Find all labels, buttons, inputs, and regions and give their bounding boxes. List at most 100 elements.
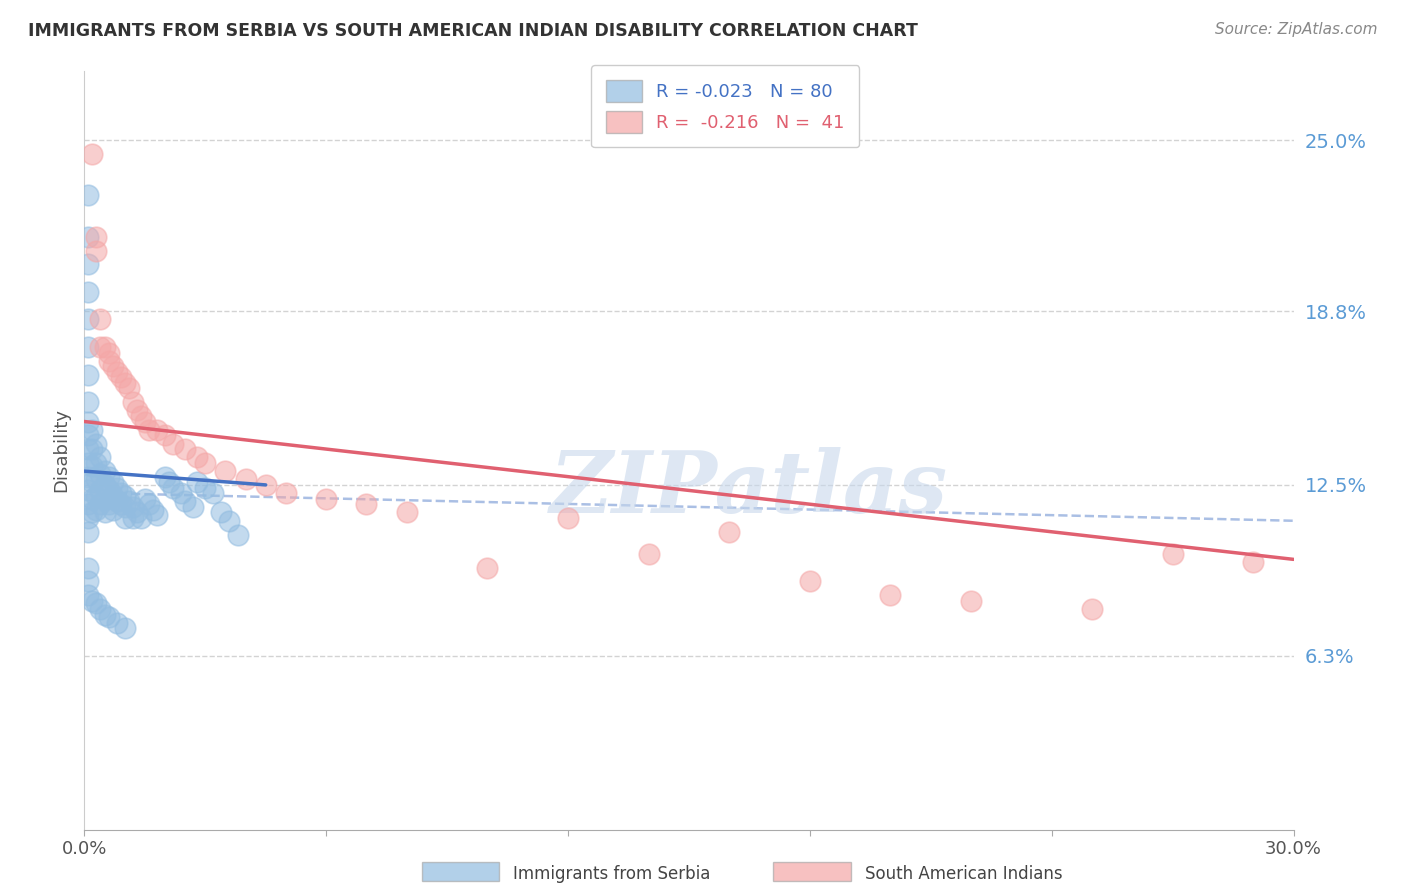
Point [97, 469, 120, 483]
Point [1241, 555, 1264, 569]
Point [93, 607, 115, 622]
Point [77, 415, 100, 429]
Point [114, 489, 136, 503]
Point [202, 486, 225, 500]
Point [77, 395, 100, 409]
Point [138, 497, 160, 511]
Point [129, 409, 152, 423]
Point [77, 312, 100, 326]
Point [82, 147, 104, 161]
Point [477, 560, 499, 574]
Point [77, 428, 100, 442]
Point [105, 494, 128, 508]
Point [110, 497, 132, 511]
Point [82, 442, 104, 456]
Point [82, 506, 104, 520]
Point [226, 527, 249, 541]
Point [174, 442, 197, 456]
Point [110, 370, 132, 384]
Point [129, 511, 152, 525]
Point [194, 456, 217, 470]
Point [86, 489, 108, 503]
Point [153, 469, 176, 483]
Point [194, 481, 217, 495]
Point [235, 472, 257, 486]
Y-axis label: Disability: Disability [52, 409, 70, 492]
Text: Immigrants from Serbia: Immigrants from Serbia [513, 865, 710, 883]
Point [93, 478, 115, 492]
Point [77, 497, 100, 511]
Point [97, 497, 120, 511]
Point [77, 524, 100, 539]
Point [186, 450, 208, 465]
Point [274, 486, 297, 500]
Point [110, 486, 132, 500]
Point [1081, 602, 1104, 616]
Point [97, 610, 120, 624]
Point [105, 365, 128, 379]
Point [82, 491, 104, 506]
Point [121, 395, 143, 409]
Point [114, 621, 136, 635]
Point [77, 257, 100, 271]
Point [121, 511, 143, 525]
Point [77, 285, 100, 299]
Point [162, 481, 184, 495]
Point [114, 511, 136, 525]
Point [146, 423, 169, 437]
Point [879, 588, 901, 602]
Point [218, 514, 240, 528]
Point [77, 560, 100, 574]
Point [89, 602, 111, 616]
Point [86, 229, 108, 244]
Point [181, 500, 204, 514]
Point [214, 464, 236, 478]
Point [557, 511, 579, 525]
Text: South American Indians: South American Indians [865, 865, 1063, 883]
Point [209, 506, 232, 520]
Point [86, 502, 108, 516]
Point [134, 491, 156, 506]
Point [89, 312, 111, 326]
Point [1161, 547, 1184, 561]
Point [114, 500, 136, 514]
Point [162, 436, 184, 450]
Point [186, 475, 208, 490]
Text: ZIPatlas: ZIPatlas [550, 447, 949, 530]
Point [356, 497, 378, 511]
Point [105, 615, 128, 630]
Text: Source: ZipAtlas.com: Source: ZipAtlas.com [1215, 22, 1378, 37]
Point [97, 354, 120, 368]
Point [93, 340, 115, 354]
Point [77, 483, 100, 498]
Point [77, 511, 100, 525]
Point [101, 502, 124, 516]
Point [395, 506, 418, 520]
Point [97, 345, 120, 359]
Point [118, 381, 141, 395]
Point [93, 506, 115, 520]
Point [799, 574, 821, 589]
Point [77, 340, 100, 354]
Point [960, 593, 983, 607]
Point [89, 450, 111, 465]
Point [101, 489, 124, 503]
Point [254, 478, 277, 492]
Point [97, 483, 120, 498]
Point [157, 475, 180, 490]
Point [170, 486, 193, 500]
Point [89, 467, 111, 481]
Point [77, 456, 100, 470]
Point [118, 494, 141, 508]
Point [125, 403, 148, 417]
Point [77, 229, 100, 244]
Point [101, 359, 124, 374]
Point [77, 469, 100, 483]
Point [125, 506, 148, 520]
Point [82, 458, 104, 473]
Point [121, 500, 143, 514]
Point [637, 547, 659, 561]
Point [146, 508, 169, 523]
Point [142, 502, 165, 516]
Point [93, 491, 115, 506]
